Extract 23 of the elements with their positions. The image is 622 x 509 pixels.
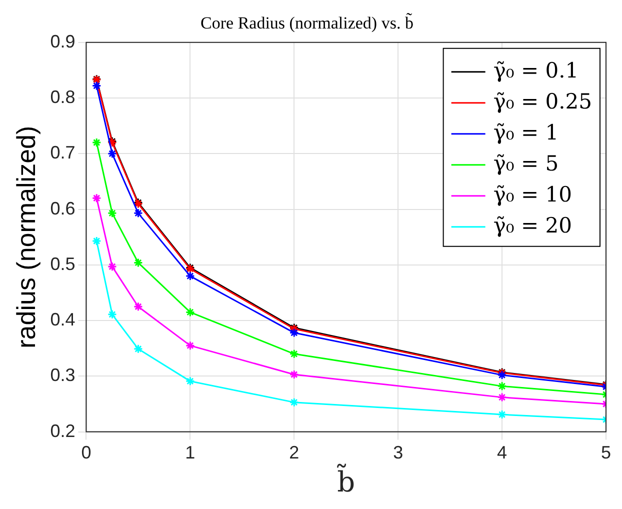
legend-label: γ̃₀ = 5: [493, 151, 559, 176]
y-tick-label: 0.7: [50, 142, 76, 163]
y-tick-label: 0.2: [50, 420, 76, 441]
x-tick-label: 0: [81, 442, 92, 463]
y-tick-label: 0.4: [50, 310, 76, 330]
legend-label: γ̃₀ = 20: [493, 213, 572, 238]
legend-label: γ̃₀ = 10: [493, 182, 572, 206]
y-tick-label: 0.6: [50, 198, 76, 218]
y-tick-label: 0.9: [50, 31, 76, 52]
legend-label: γ̃₀ = 0.25: [493, 89, 592, 114]
x-tick-label: 4: [497, 442, 508, 463]
legend-label: γ̃₀ = 1: [493, 120, 559, 144]
y-tick-label: 0.3: [50, 365, 76, 386]
x-tick-label: 5: [600, 442, 611, 463]
y-tick-label: 0.8: [50, 86, 76, 107]
y-tick-label: 0.5: [50, 254, 76, 274]
chart-title: Core Radius (normalized) vs. b̃: [200, 12, 414, 33]
x-tick-label: 1: [185, 442, 196, 463]
legend-label: γ̃₀ = 0.1: [493, 58, 579, 82]
x-axis-title: b̃: [336, 463, 356, 498]
y-axis-title: radius (normalized): [10, 126, 41, 348]
x-tick-label: 2: [289, 442, 300, 463]
x-tick-label: 3: [393, 442, 404, 463]
